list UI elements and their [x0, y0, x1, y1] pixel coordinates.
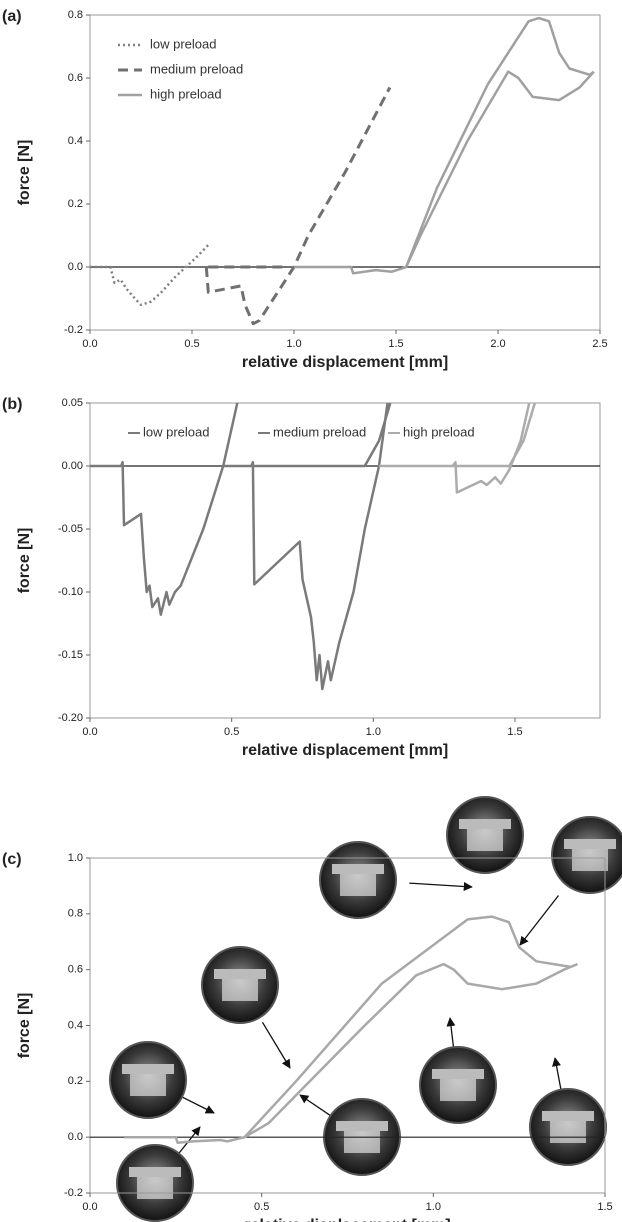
y-tick-label: -0.20	[58, 712, 83, 724]
photo-fibres	[572, 849, 608, 871]
y-tick-label: 0.05	[62, 397, 83, 409]
pointer-arrow	[409, 881, 473, 892]
photo-inset	[109, 1041, 187, 1119]
y-tick-label: 0.00	[62, 460, 83, 472]
photo-inset	[201, 946, 279, 1024]
photo-fibres	[550, 1121, 586, 1143]
y-tick-label: -0.15	[58, 649, 83, 661]
y-tick-label: -0.05	[58, 523, 83, 535]
data-line	[90, 244, 210, 307]
x-tick-label: 1.0	[366, 726, 381, 738]
legend-label: high preload	[150, 86, 222, 101]
plot-frame	[89, 402, 601, 719]
photo-plate	[564, 839, 616, 849]
data-line	[294, 16, 595, 275]
photo-inset	[116, 1144, 194, 1222]
data-line	[379, 402, 536, 494]
y-tick-label: -0.10	[58, 586, 83, 598]
data-line	[223, 402, 392, 691]
y-tick-label: 0.8	[68, 908, 83, 920]
photo-plate	[459, 819, 511, 829]
photo-plate	[336, 1121, 388, 1131]
x-tick-label: 1.0	[286, 338, 301, 350]
panel-label: (c)	[2, 851, 22, 868]
y-tick-label: 0.2	[68, 1075, 83, 1087]
y-axis-label: force [N]	[16, 528, 33, 594]
x-tick-label: 1.5	[388, 338, 403, 350]
x-tick-label: 1.0	[426, 1201, 441, 1213]
plot-frame	[89, 14, 601, 331]
y-tick-label: 0.4	[68, 135, 83, 147]
pointer-arrow	[177, 1094, 215, 1114]
y-tick-label: 0.0	[68, 1131, 83, 1143]
y-axis-label: force [N]	[16, 140, 33, 206]
x-tick-label: 0.0	[82, 1201, 97, 1213]
x-tick-label: 0.0	[82, 726, 97, 738]
photo-plate	[332, 864, 384, 874]
x-tick-label: 0.5	[254, 1201, 269, 1213]
y-tick-label: -0.2	[64, 1187, 83, 1199]
pointer-arrow	[299, 1094, 335, 1119]
pointer-arrow	[519, 895, 560, 946]
panel-label: (b)	[2, 396, 22, 413]
photo-fibres	[137, 1177, 173, 1199]
x-tick-label: 1.5	[507, 726, 522, 738]
photo-inset	[551, 816, 622, 894]
photo-plate	[542, 1111, 594, 1121]
photo-fibres	[222, 979, 258, 1001]
y-tick-label: 0.4	[68, 1019, 83, 1031]
x-tick-label: 2.5	[592, 338, 607, 350]
photo-inset	[446, 796, 524, 874]
x-axis-label: relative displacement [mm]	[242, 354, 448, 371]
legend-label: medium preload	[150, 61, 243, 76]
legend-label: high preload	[403, 424, 475, 439]
photo-plate	[214, 969, 266, 979]
pointer-arrow	[261, 1022, 291, 1069]
x-tick-label: 1.5	[597, 1201, 612, 1213]
legend-label: medium preload	[273, 424, 366, 439]
photo-fibres	[130, 1074, 166, 1096]
y-tick-label: 0.8	[68, 9, 83, 21]
data-line	[124, 915, 578, 1145]
photo-plate	[432, 1069, 484, 1079]
y-tick-label: 0.0	[68, 261, 83, 273]
photo-fibres	[340, 874, 376, 896]
photo-fibres	[440, 1079, 476, 1101]
y-tick-label: 0.6	[68, 964, 83, 976]
photo-plate	[129, 1167, 181, 1177]
photo-inset	[419, 1046, 497, 1124]
y-tick-label: 0.2	[68, 198, 83, 210]
x-axis-label: relative displacement [mm]	[244, 1217, 450, 1222]
legend-label: low preload	[143, 424, 210, 439]
x-tick-label: 0.0	[82, 338, 97, 350]
photo-fibres	[467, 829, 503, 851]
photo-insets	[109, 796, 622, 1222]
photo-fibres	[344, 1131, 380, 1153]
panel-label: (a)	[2, 8, 22, 25]
y-tick-label: -0.2	[64, 324, 83, 336]
x-axis-label: relative displacement [mm]	[242, 742, 448, 759]
y-tick-label: 1.0	[68, 852, 83, 864]
data-line	[90, 402, 239, 616]
y-axis-label: force [N]	[16, 993, 33, 1059]
photo-inset	[319, 841, 397, 919]
x-tick-label: 0.5	[184, 338, 199, 350]
data-line	[204, 86, 392, 326]
photo-plate	[122, 1064, 174, 1074]
x-tick-label: 0.5	[224, 726, 239, 738]
legend-label: low preload	[150, 36, 217, 51]
y-tick-label: 0.6	[68, 72, 83, 84]
x-tick-label: 2.0	[490, 338, 505, 350]
photo-inset	[529, 1088, 607, 1166]
